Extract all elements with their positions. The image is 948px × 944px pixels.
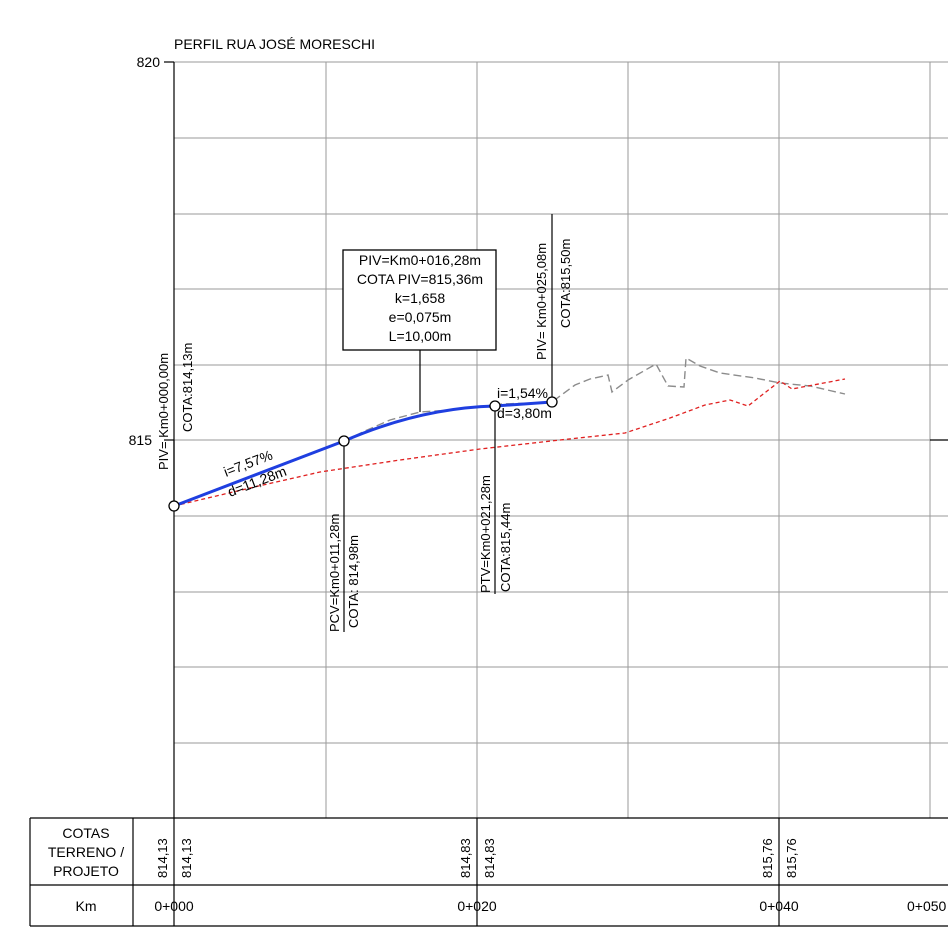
project-value: 814,13 xyxy=(179,838,194,878)
piv-end-cota: COTA:815,50m xyxy=(558,239,573,328)
box-line-1: PIV=Km0+016,28m xyxy=(359,252,481,268)
ptv-label: PTV=Km0+021,28m xyxy=(478,475,493,593)
project-profile-line xyxy=(173,400,553,508)
box-line-3: k=1,658 xyxy=(395,290,445,306)
km-tick: 0+050 xyxy=(907,898,947,914)
box-line-2: COTA PIV=815,36m xyxy=(357,271,483,287)
grade-2-length: d=3,80m xyxy=(497,405,552,421)
vertex-circles xyxy=(168,396,558,512)
terrain-profile-line xyxy=(173,378,846,507)
terrain-value: 814,83 xyxy=(458,838,473,878)
project-value: 815,76 xyxy=(784,838,799,878)
terrain-value: 814,13 xyxy=(155,838,170,878)
piv-end-circle xyxy=(546,396,558,408)
piv-start-label: PIV= Km0+000,00m xyxy=(156,353,171,470)
piv-start-cota: COTA:814,13m xyxy=(180,343,195,432)
pcv-label: PCV=Km0+011,28m xyxy=(327,514,342,632)
table-header-cotas-2: TERRENO / xyxy=(48,844,124,860)
profile-title: PERFIL RUA JOSÉ MORESCHI xyxy=(174,36,375,52)
km-tick: 0+000 xyxy=(154,898,194,914)
table-header-km: Km xyxy=(76,898,97,914)
ptv-cota: COTA:815,44m xyxy=(498,503,513,592)
project-value: 814,83 xyxy=(482,838,497,878)
km-tick: 0+040 xyxy=(759,898,799,914)
ptv-circle xyxy=(489,400,501,412)
y-axis-label-815: 815 xyxy=(129,432,153,448)
piv-end-label: PIV= Km0+025,08m xyxy=(534,243,549,360)
box-line-5: L=10,00m xyxy=(389,328,452,344)
terrain-value: 815,76 xyxy=(760,838,775,878)
piv-start-circle xyxy=(168,500,180,512)
pcv-circle xyxy=(338,435,350,447)
existing-profile-line xyxy=(343,356,846,442)
pcv-cota: COTA: 814,98m xyxy=(346,535,361,628)
piv-info-box xyxy=(342,249,497,351)
data-table xyxy=(29,817,948,927)
y-axis-label-820: 820 xyxy=(137,54,161,70)
km-tick: 0+020 xyxy=(457,898,497,914)
station-markers xyxy=(173,214,553,632)
grade-2-slope: i=1,54% xyxy=(497,385,548,401)
box-line-4: e=0,075m xyxy=(389,309,452,325)
table-header-cotas-1: COTAS xyxy=(62,825,109,841)
table-header-cotas-3: PROJETO xyxy=(53,863,119,879)
